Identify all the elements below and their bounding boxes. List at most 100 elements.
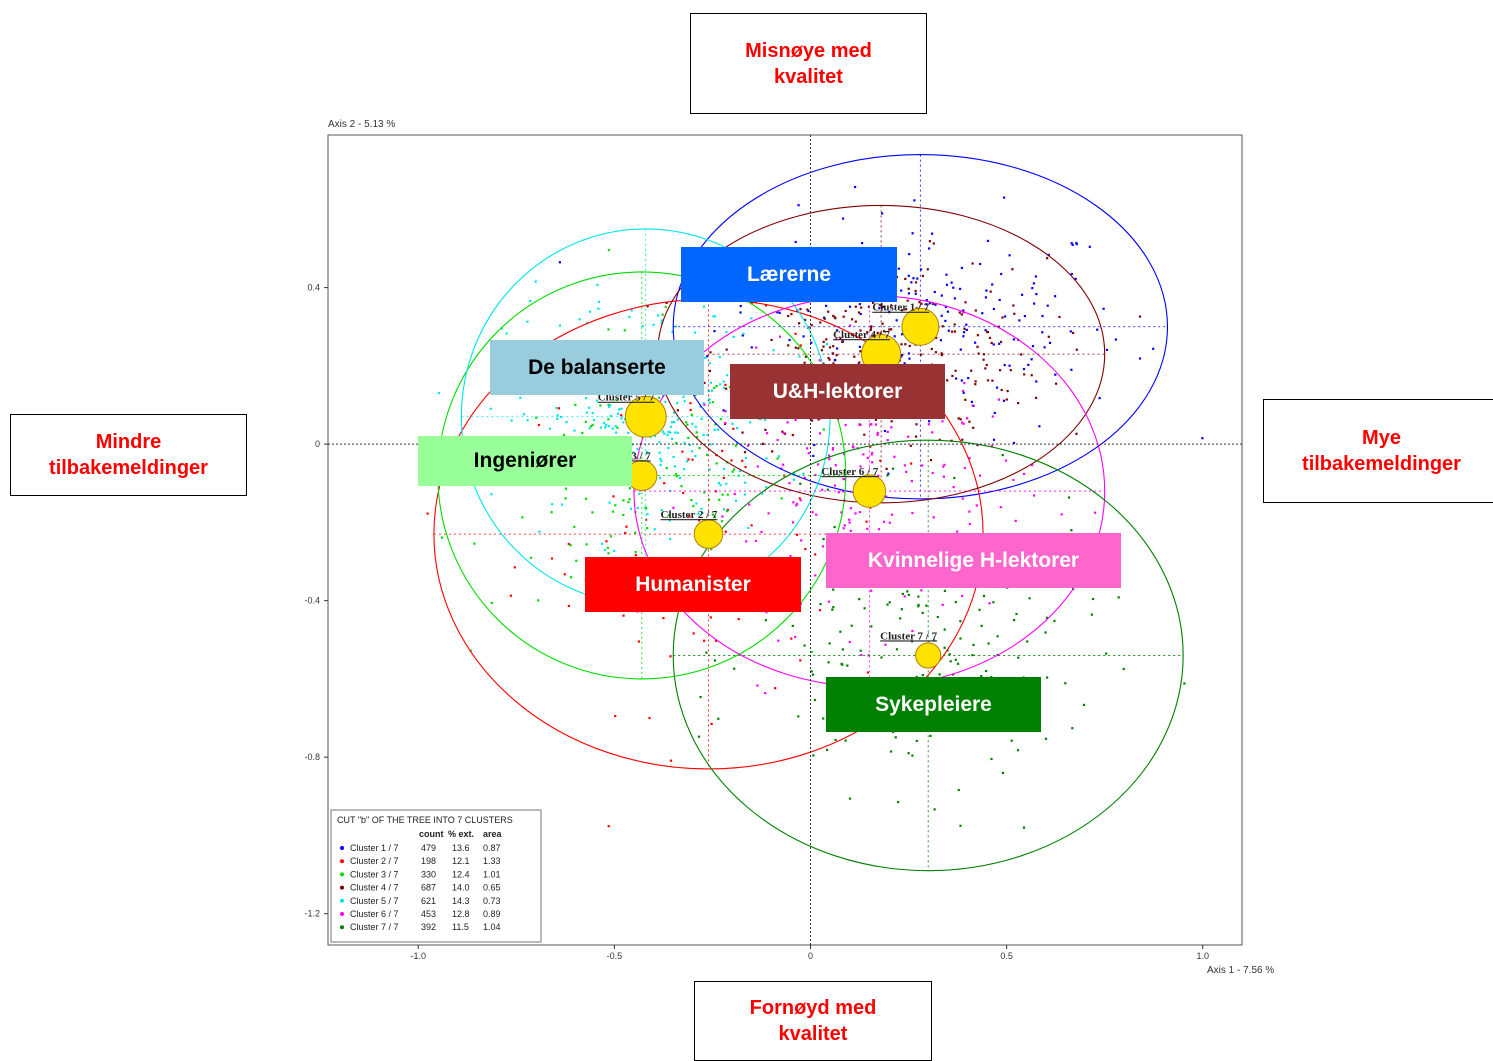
data-point [749,421,752,424]
data-point [1122,667,1125,671]
data-point [818,609,822,612]
data-point [1105,652,1108,655]
data-point [674,473,677,476]
data-point [869,445,872,448]
data-point [828,642,831,645]
data-point [797,715,800,718]
data-point [931,232,934,235]
data-point [608,501,611,504]
data-point [1058,315,1061,319]
data-point [534,280,537,283]
data-point [688,443,691,446]
data-point [908,253,911,256]
data-point [584,497,588,500]
data-point [558,324,561,327]
label-humanister: Humanister [585,557,801,612]
data-point [612,510,615,513]
data-point [819,603,822,606]
data-point [795,502,799,505]
data-point [869,326,873,329]
data-point [943,628,946,631]
data-point [886,439,889,442]
data-point [573,429,576,432]
data-point [697,512,700,515]
data-point [890,750,893,753]
data-point [972,643,975,646]
data-point [782,432,785,435]
data-point [827,600,830,603]
data-point [916,277,919,280]
data-point [764,418,767,421]
data-point [860,306,863,309]
data-point [844,309,847,313]
data-point [815,513,818,516]
data-point [832,345,835,348]
data-point [987,642,990,645]
data-point [747,444,750,447]
data-point [827,310,830,313]
data-point [911,512,914,515]
data-point [854,305,857,308]
data-point [799,344,802,347]
data-point [859,312,862,315]
data-point [844,423,847,427]
data-point [711,389,714,392]
data-point [627,431,630,434]
right-axis-label: Mye tilbakemeldinger [1302,427,1461,475]
data-point [1055,382,1058,385]
data-point [959,637,962,640]
data-point [803,361,806,364]
data-point [894,736,897,739]
data-point [998,342,1001,345]
data-point [786,421,789,424]
data-point [840,511,843,514]
data-point [615,431,618,434]
data-point [992,307,995,311]
data-point [914,289,917,293]
y-tick-label: -0.8 [304,752,320,762]
legend-marker [340,885,344,890]
data-point [1041,315,1044,318]
data-point [796,533,799,536]
data-point [827,356,830,360]
data-point [948,653,951,656]
data-point [709,381,712,384]
data-point [765,486,768,489]
data-point [960,379,963,382]
data-point [968,510,971,513]
data-point [690,413,693,416]
data-point [596,283,599,286]
data-point [658,451,661,454]
data-point [1046,257,1049,260]
data-point [843,524,846,527]
data-point [834,464,837,467]
data-point [804,318,807,321]
data-point [831,352,834,355]
label-ingeniorer-text: Ingeniører [473,449,577,472]
data-point [905,470,908,473]
data-point [578,318,581,321]
data-point [934,351,937,354]
data-point [732,335,735,338]
data-point [699,405,702,408]
data-point [825,343,828,346]
data-point [893,335,896,338]
data-point [886,430,889,433]
data-point [925,303,928,306]
data-point [614,425,617,428]
data-point [730,459,733,462]
data-point [660,460,663,463]
data-point [521,516,524,519]
data-point [756,465,759,468]
data-point [1023,472,1026,475]
data-point [653,528,656,531]
data-point [530,556,533,559]
data-point [646,513,649,516]
data-point [853,355,856,358]
data-point [964,398,967,401]
data-point [770,338,773,341]
data-point [708,401,711,404]
data-point [1031,345,1035,348]
data-point [881,322,884,325]
data-point [961,594,964,597]
